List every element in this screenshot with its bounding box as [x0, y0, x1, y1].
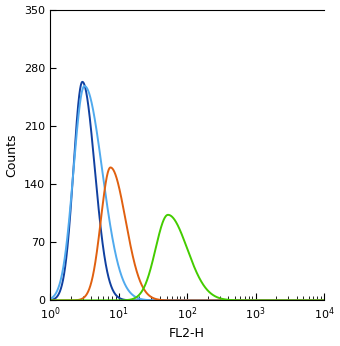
- X-axis label: FL2-H: FL2-H: [169, 327, 205, 340]
- Y-axis label: Counts: Counts: [5, 133, 19, 177]
